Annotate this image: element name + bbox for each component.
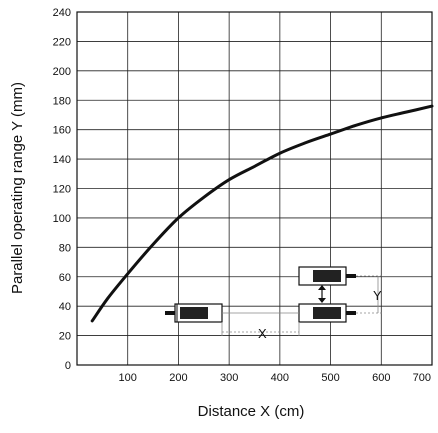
y-tick-label: 120	[53, 184, 71, 196]
y-tick-label: 20	[59, 331, 71, 343]
y-tick-label: 220	[53, 36, 71, 48]
x-tick-label: 400	[271, 372, 289, 384]
inset-diagram: X Y	[165, 266, 382, 341]
y-tick-label: 240	[53, 7, 71, 19]
receiver-sensor-top-icon	[298, 266, 356, 286]
y-tick-label: 140	[53, 154, 71, 166]
y-axis-title: Parallel operating range Y (mm)	[9, 82, 26, 294]
inset-y-label: Y	[373, 288, 382, 303]
emitter-sensor-icon	[165, 303, 223, 323]
y-tick-label: 200	[53, 66, 71, 78]
y-tick-label: 180	[53, 95, 71, 107]
x-axis-ticks: 100 200 300 400 500 600 700	[119, 372, 431, 384]
y-tick-label: 100	[53, 213, 71, 225]
x-tick-label: 500	[321, 372, 339, 384]
series-line	[90, 104, 434, 323]
gridlines	[77, 12, 432, 365]
receiver-sensor-bottom-icon	[298, 303, 356, 323]
x-tick-label: 200	[169, 372, 187, 384]
y-tick-label: 60	[59, 272, 71, 284]
y-tick-label: 0	[65, 360, 71, 372]
x-axis-title: Distance X (cm)	[198, 403, 305, 420]
y-tick-label: 160	[53, 125, 71, 137]
x-tick-label: 100	[119, 372, 137, 384]
inset-x-label: X	[258, 326, 267, 341]
y-axis-ticks: 0 20 40 60 80 100 120 140 160 180 200 220 240	[53, 7, 71, 372]
double-arrow-icon	[318, 285, 326, 303]
x-tick-label: 700	[413, 372, 431, 384]
x-tick-label: 300	[220, 372, 238, 384]
x-tick-label: 600	[372, 372, 390, 384]
plot-frame	[76, 11, 433, 366]
y-tick-label: 40	[59, 301, 71, 313]
y-tick-label: 80	[59, 242, 71, 254]
